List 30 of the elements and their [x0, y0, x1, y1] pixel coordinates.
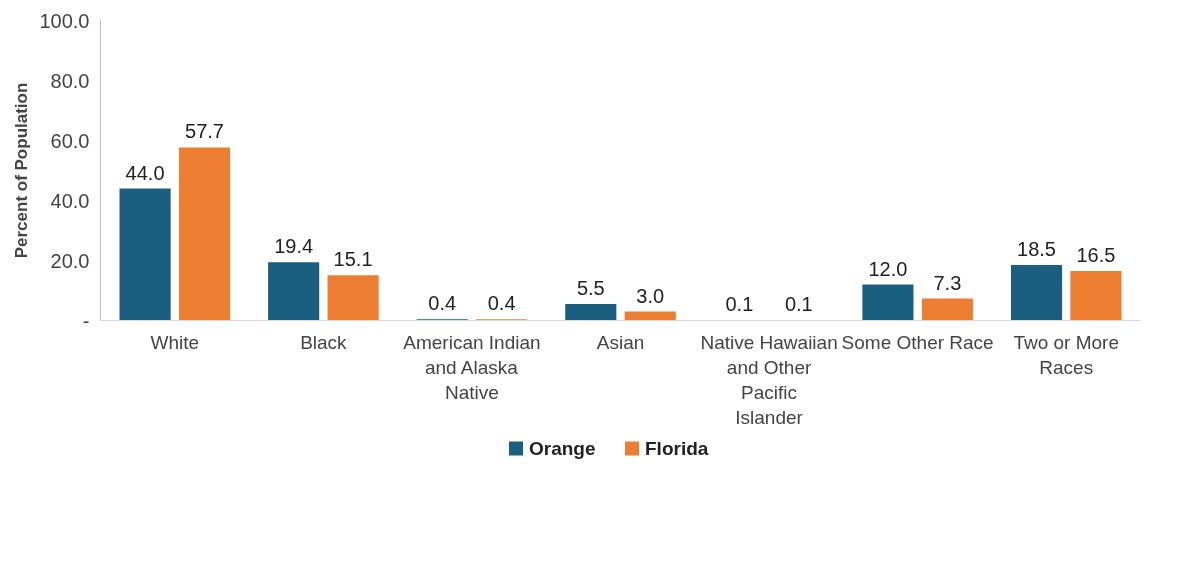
y-tick-label: 40.0 [50, 189, 90, 212]
data-label: 0.4 [487, 292, 516, 315]
y-tick-label: 60.0 [50, 129, 90, 152]
legend-label: Orange [529, 438, 596, 459]
data-label: 44.0 [125, 161, 165, 184]
data-label: 7.3 [933, 271, 962, 294]
y-tick-label: 100.0 [39, 9, 90, 32]
x-tick-label: American Indian and Alaska Native [403, 331, 541, 403]
data-label: 3.0 [636, 284, 665, 307]
legend-label: Florida [645, 438, 709, 459]
data-label: 15.1 [333, 248, 373, 271]
y-tick-label: - [82, 309, 90, 332]
x-tick-label: Two or More Races [1013, 331, 1120, 378]
data-label: 18.5 [1017, 238, 1056, 260]
x-tick-label: Black [300, 331, 348, 353]
data-label: 16.5 [1076, 244, 1116, 266]
data-label: 5.5 [576, 277, 605, 299]
y-tick-label: 80.0 [50, 69, 90, 92]
x-tick-label: Native Hawaiian and Other Pacific Islander [700, 331, 838, 429]
data-label: 0.1 [725, 293, 754, 316]
data-label: 57.7 [185, 120, 224, 143]
x-tick-label: White [150, 331, 200, 353]
data-label: 0.4 [428, 292, 457, 315]
x-tick-label: Some Other Race [841, 331, 994, 353]
y-tick-label: 20.0 [50, 249, 90, 272]
data-label: 19.4 [274, 235, 314, 258]
data-label: 0.1 [784, 293, 813, 316]
data-label: 12.0 [868, 257, 908, 280]
y-axis-title: Percent of Population [12, 82, 32, 259]
x-tick-label: Asian [596, 331, 645, 353]
